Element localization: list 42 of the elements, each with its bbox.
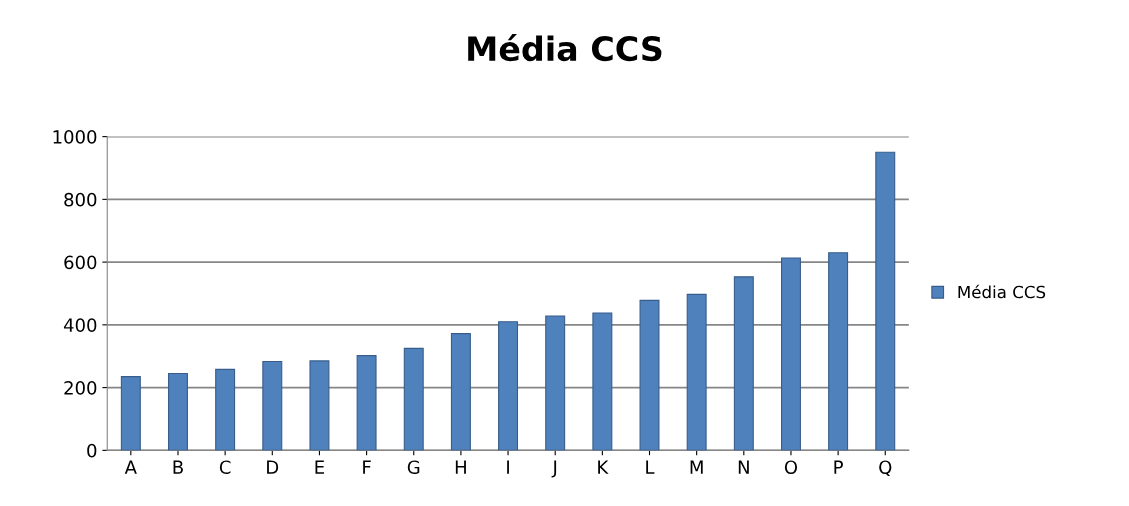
x-tick-label: K	[598, 460, 609, 474]
x-tick-label: F	[363, 460, 371, 474]
y-tick-label: 400	[63, 318, 97, 332]
x-tick-label: C	[219, 460, 231, 475]
x-tick-label: G	[407, 460, 420, 475]
bar	[215, 368, 236, 451]
chart-title: Média CCS	[468, 34, 662, 62]
bar	[167, 372, 188, 451]
x-tick-label: H	[455, 460, 466, 474]
x-tick-label: P	[834, 460, 843, 474]
bar	[450, 333, 471, 451]
bar	[498, 321, 519, 451]
bar	[545, 315, 566, 451]
x-tick-label: M	[690, 460, 703, 474]
bar	[780, 257, 801, 451]
x-tick-label: B	[173, 460, 183, 474]
legend-label: Média CCS	[958, 284, 1046, 299]
bar	[262, 361, 283, 451]
y-tick-label: 600	[64, 255, 97, 270]
x-tick-label: E	[315, 460, 324, 474]
y-tick-label: 800	[64, 192, 97, 207]
x-tick-label: L	[646, 460, 655, 474]
x-tick-label: Q	[879, 460, 892, 477]
bar	[356, 355, 377, 451]
bar	[120, 376, 141, 451]
x-tick-label: O	[784, 460, 798, 475]
y-tick-label: 200	[64, 381, 97, 395]
bar	[403, 347, 424, 451]
x-tick-label: D	[267, 460, 279, 474]
bar	[828, 252, 849, 451]
bar	[686, 293, 707, 451]
x-tick-label: A	[124, 460, 137, 474]
bar	[875, 151, 896, 451]
x-tick-label: J	[551, 460, 557, 478]
bar	[309, 360, 330, 451]
y-tick-label: 0	[87, 443, 97, 458]
x-tick-label: N	[738, 460, 749, 474]
bar	[733, 276, 754, 451]
bar	[639, 299, 660, 451]
x-tick-label: I	[507, 460, 509, 474]
bar	[592, 312, 613, 451]
y-tick-label: 1000	[53, 130, 97, 144]
